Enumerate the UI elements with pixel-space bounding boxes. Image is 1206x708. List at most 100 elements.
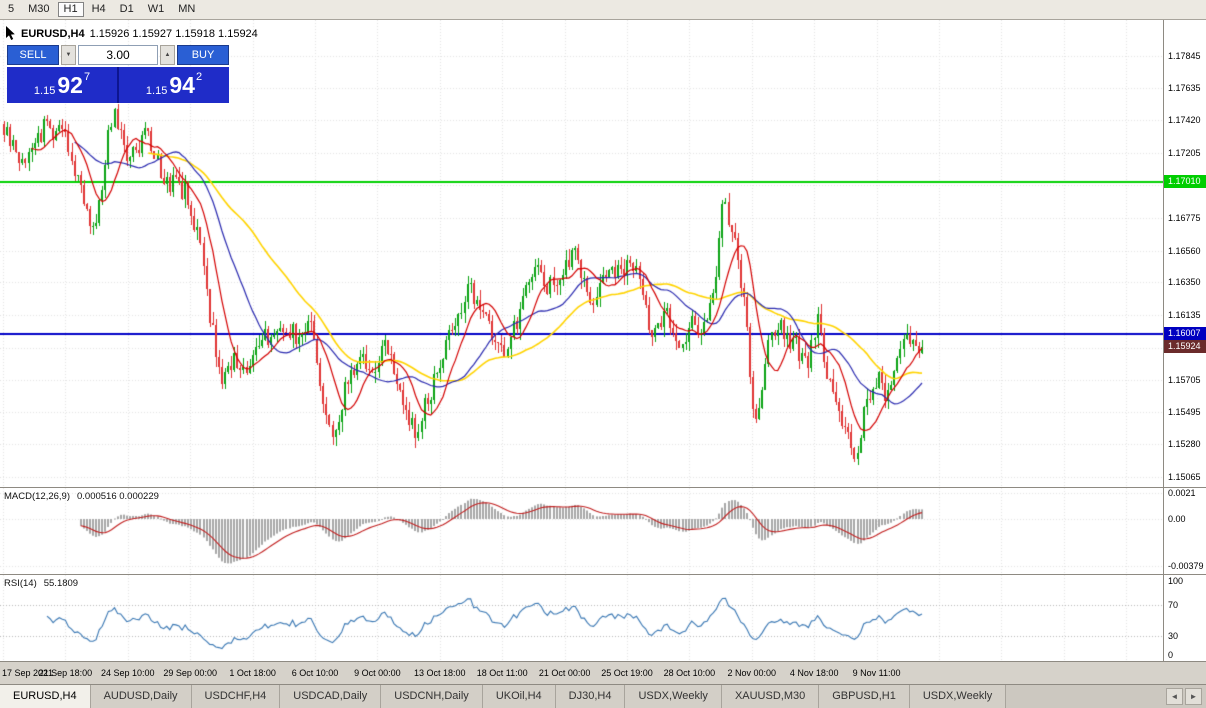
macd-axis-label: 0.00 [1168,514,1186,524]
volume-input[interactable] [78,45,158,65]
spinner-down-icon: ▼ [65,52,72,58]
price-axis-label: 1.15065 [1168,472,1201,482]
chart-tab-usdcnh-daily[interactable]: USDCNH,Daily [381,685,483,708]
panel-splitter[interactable] [0,487,1206,488]
macd-axis-label: -0.00379 [1168,561,1204,572]
macd-indicator-panel: MACD(12,26,9) 0.000516 0.000229 0.0021 0.… [0,488,1206,574]
sell-price-sup: 7 [83,71,91,83]
timeframe-button-m30[interactable]: M30 [28,3,50,15]
price-axis-label: 1.17420 [1168,115,1201,126]
chart-tab-ukoil-h4[interactable]: UKOil,H4 [482,685,556,708]
time-axis[interactable]: 17 Sep 2021 21 Sep 18:00 24 Sep 10:00 29 Se… [0,661,1206,684]
buy-price-prefix: 1.15 [145,85,168,97]
time-axis-label: 25 Oct 19:00 [601,668,653,678]
chart-tab-eurusd-h4[interactable]: EURUSD,H4 [0,685,91,708]
chart-tab-usdx-weekly[interactable]: USDX,Weekly [625,685,722,708]
rsi-axis-label: 100 [1168,576,1184,586]
time-axis-label: 21 Oct 00:00 [538,668,591,678]
buy-price-big: 94 [169,72,195,98]
rsi-axis-label: 0 [1168,650,1174,660]
chart-tab-xauusd-m30[interactable]: XAUUSD,M30 [721,685,820,708]
volume-increase-button[interactable]: ▲ [160,45,175,65]
quote-panel: 1.15 92 7 1.15 94 2 [7,67,229,103]
chart-tab-usdchf-h4[interactable]: USDCHF,H4 [191,685,281,708]
time-axis-label: 18 Oct 11:00 [476,668,528,678]
chart-header: EURUSD,H4 1.15926 1.15927 1.15918 1.1592… [5,26,258,41]
rsi-header: RSI(14) 55.1809 [4,578,78,589]
time-axis-label: 9 Oct 00:00 [354,668,401,678]
chart-tab-dj30-h4[interactable]: DJ30,H4 [555,685,626,708]
buy-button[interactable]: BUY [177,45,229,65]
sell-price-prefix: 1.15 [33,85,56,97]
price-axis[interactable]: 1.17845 1.17635 1.17420 1.17205 1.16775 1.165… [1163,20,1206,487]
hline-blue-price-tag[interactable]: 1.16007 [1164,327,1206,341]
spinner-up-icon: ▲ [164,52,171,58]
time-axis-label: 21 Sep 18:00 [38,668,93,678]
timeframe-toolbar: 5 M30 H1 H4 D1 W1 MN [0,0,1206,20]
volume-decrease-button[interactable]: ▼ [61,45,76,65]
macd-indicator-canvas[interactable] [0,488,1163,574]
time-axis-label: 9 Nov 11:00 [852,668,901,678]
price-axis-label: 1.17635 [1168,82,1201,93]
timeframe-button-h4[interactable]: H4 [91,3,106,15]
rsi-axis-label: 30 [1168,631,1179,642]
rsi-indicator-canvas[interactable] [0,575,1163,661]
tab-scroll-right-button[interactable]: ► [1185,688,1202,705]
last-price-tag: 1.15924 [1164,339,1206,353]
tab-scroll-right-icon: ► [1189,692,1198,701]
price-axis-label: 1.15280 [1168,439,1201,450]
chart-tab-usdcad-daily[interactable]: USDCAD,Daily [280,685,382,708]
macd-axis-label: 0.0021 [1168,488,1196,498]
buy-price-sup: 2 [195,71,203,83]
time-axis-label: 4 Nov 18:00 [789,668,839,678]
price-axis-label: 1.16135 [1168,309,1201,320]
time-axis-label: 1 Oct 18:00 [229,668,276,678]
rsi-title: RSI(14) [4,578,37,589]
time-axis-label: 13 Oct 18:00 [414,668,466,678]
panel-splitter[interactable] [0,574,1206,575]
time-axis-label: 29 Sep 00:00 [163,668,217,678]
chart-ohlc-values: 1.15926 1.15927 1.15918 1.15924 [89,27,258,40]
timeframe-button-d1[interactable]: D1 [119,3,134,15]
sell-price-big: 92 [57,72,83,98]
chart-tabs: EURUSD,H4 AUDUSD,Daily USDCHF,H4 USDCAD,Dai… [0,685,1007,708]
tab-scroll-left-button[interactable]: ◄ [1166,688,1183,705]
price-axis-label: 1.15495 [1168,406,1201,417]
chart-tab-bar: EURUSD,H4 AUDUSD,Daily USDCHF,H4 USDCAD,Dai… [0,684,1206,708]
macd-values: 0.000516 0.000229 [77,491,159,502]
sell-button[interactable]: SELL [7,45,59,65]
rsi-axis[interactable]: 100 70 30 0 [1163,575,1206,661]
main-chart-panel: EURUSD,H4 1.15926 1.15927 1.15918 1.1592… [0,20,1206,487]
cursor-icon [6,26,15,40]
time-axis-label: 28 Oct 10:00 [663,668,716,678]
chart-tab-audusd-daily[interactable]: AUDUSD,Daily [90,685,192,708]
price-axis-label: 1.16350 [1168,277,1201,288]
rsi-indicator-panel: RSI(14) 55.1809 100 70 30 0 [0,575,1206,661]
time-axis-label: 2 Nov 00:00 [727,668,777,678]
timeframe-button-h1[interactable]: H1 [57,2,84,17]
buy-price-display[interactable]: 1.15 94 2 [119,67,229,103]
chart-tab-usdx-weekly[interactable]: USDX,Weekly [909,685,1007,708]
timeframe-button-5[interactable]: 5 [8,3,15,15]
time-axis-label: 24 Sep 10:00 [101,668,155,678]
sell-price-display[interactable]: 1.15 92 7 [7,67,117,103]
price-axis-label: 1.17205 [1168,147,1201,158]
rsi-axis-label: 70 [1168,599,1179,610]
tab-scroll-controls: ◄ ► [1166,685,1206,708]
price-axis-label: 1.16560 [1168,245,1201,256]
chart-tab-gbpusd-h1[interactable]: GBPUSD,H1 [819,685,910,708]
timeframe-button-w1[interactable]: W1 [147,3,165,15]
rsi-values: 55.1809 [43,578,79,589]
hline-green-price-tag[interactable]: 1.17010 [1164,175,1206,189]
macd-axis[interactable]: 0.0021 0.00 -0.00379 [1163,488,1206,574]
macd-title: MACD(12,26,9) [4,491,70,502]
time-axis-label: 6 Oct 10:00 [291,668,339,678]
time-axis-label: 17 Sep 2021 [2,668,54,678]
tab-scroll-left-icon: ◄ [1170,692,1179,701]
price-axis-label: 1.16775 [1168,213,1201,224]
price-axis-label: 1.17845 [1168,51,1201,61]
macd-header: MACD(12,26,9) 0.000516 0.000229 [4,491,159,502]
timeframe-button-mn[interactable]: MN [178,3,196,15]
